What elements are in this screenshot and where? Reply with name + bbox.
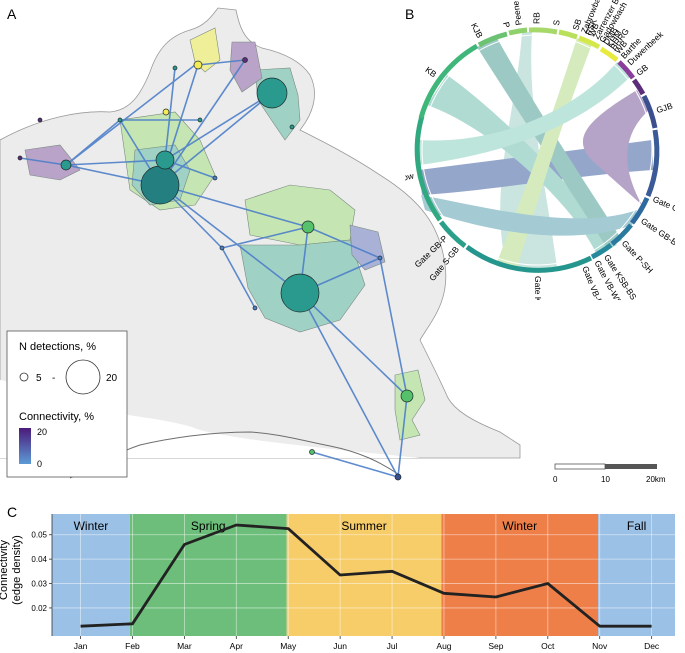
x-tick-label: May <box>280 641 297 651</box>
scale-bar: 0 10 20km <box>553 463 666 484</box>
node-small <box>377 255 383 261</box>
connectivity-map: N detections, % 5 - 20 Connectivity, % 2… <box>0 7 666 484</box>
node-small <box>394 473 402 481</box>
x-tick-label: Sep <box>488 641 503 651</box>
ribbon <box>421 195 637 236</box>
x-tick-label: Apr <box>230 641 243 651</box>
lagoon-blue-east <box>349 224 386 271</box>
node-small <box>212 175 218 181</box>
chord-label: P <box>501 21 512 29</box>
chord-label: GB <box>634 62 650 78</box>
node-small <box>197 117 203 123</box>
chord-label: Gate G-KB <box>651 194 675 220</box>
y-tick-label: 0.03 <box>31 580 47 589</box>
node-small <box>400 389 414 403</box>
chord-label: KB <box>423 65 438 80</box>
x-tick-label: Nov <box>592 641 608 651</box>
season-label: Winter <box>502 519 537 533</box>
ribbon <box>419 62 632 165</box>
node-large <box>280 273 320 313</box>
x-tick-label: Jun <box>333 641 347 651</box>
x-tick-label: Jul <box>387 641 398 651</box>
legend-sep: - <box>52 373 55 384</box>
panel-c-label: C <box>7 504 18 520</box>
node-small <box>193 60 203 70</box>
node-medium <box>256 77 288 109</box>
node-small <box>117 117 123 123</box>
lagoon-green-center <box>244 184 356 246</box>
chord-label: KJB <box>469 21 485 40</box>
x-tick-label: Mar <box>177 641 192 651</box>
season-band <box>286 514 442 636</box>
season-band <box>52 514 130 636</box>
node-small <box>162 108 170 116</box>
node-small <box>309 449 315 455</box>
x-tick-label: Jan <box>74 641 88 651</box>
node-large <box>140 165 180 205</box>
legend-detections-title: N detections, % <box>19 341 96 353</box>
lagoon-purple-north <box>229 41 263 93</box>
season-label: Winter <box>74 519 109 533</box>
legend-grad-max: 20 <box>37 427 47 437</box>
season-band <box>598 514 675 636</box>
legend-small-circle <box>19 372 29 382</box>
chord-label: Gate GB-BS <box>639 216 675 251</box>
ribbon <box>427 75 617 255</box>
map-legend: N detections, % 5 - 20 Connectivity, % 2… <box>6 330 128 478</box>
y-tick-label: 0.05 <box>31 531 47 540</box>
node-small <box>252 305 258 311</box>
legend-large-circle <box>65 359 101 395</box>
x-tick-label: Aug <box>436 641 451 651</box>
svg-text:20km: 20km <box>646 475 666 484</box>
legend-connectivity-title: Connectivity, % <box>19 411 94 423</box>
node-small <box>289 124 295 130</box>
panel-b-label: B <box>405 6 415 22</box>
legend-large-value: 20 <box>106 373 118 384</box>
lagoon-green-south <box>394 369 426 441</box>
season-label: Summer <box>341 519 386 533</box>
node-small <box>219 245 225 251</box>
node-small <box>242 57 248 63</box>
chord-label: S <box>551 19 562 26</box>
node-small <box>17 155 23 161</box>
season-band <box>441 514 599 636</box>
chord-label: GJB <box>655 100 674 115</box>
y-tick-label: 0.04 <box>31 555 47 564</box>
legend-grad-min: 0 <box>37 459 42 469</box>
network-nodes <box>17 57 414 481</box>
x-tick-label: Oct <box>541 641 555 651</box>
chord-label: RB <box>531 12 541 24</box>
chord-label: SB <box>570 17 583 31</box>
chord-label: Peene <box>510 0 523 26</box>
node-small <box>37 117 43 123</box>
chord-label: Gate P-SH <box>620 238 655 275</box>
svg-text:0: 0 <box>553 475 558 484</box>
node-small <box>60 159 72 171</box>
x-tick-label: Dec <box>644 641 660 651</box>
ribbon <box>497 38 592 268</box>
x-tick-label: Feb <box>125 641 140 651</box>
chord-ring-outline <box>421 34 653 266</box>
ribbon <box>582 90 649 205</box>
connectivity-line <box>80 523 652 628</box>
chord-label: Grabow <box>405 170 416 186</box>
legend-small-value: 5 <box>36 373 42 384</box>
legend-gradient <box>19 428 31 464</box>
node-medium <box>155 150 175 170</box>
seasonal-connectivity-chart: Winter Spring Summer Winter Fall 0.02 0.03 0.0… <box>0 514 675 651</box>
chord-arcs <box>414 27 660 273</box>
node-small <box>301 220 315 234</box>
season-label: Spring <box>191 519 226 533</box>
panel-a-label: A <box>7 6 17 22</box>
season-label: Fall <box>627 519 646 533</box>
node-small <box>172 65 178 71</box>
chord-ribbons <box>419 32 653 268</box>
chord-label: Gate KB-S <box>533 276 543 300</box>
svg-text:10: 10 <box>601 475 610 484</box>
y-axis-title: Connectivity(edge density) <box>0 535 23 605</box>
y-tick-label: 0.02 <box>31 604 47 613</box>
